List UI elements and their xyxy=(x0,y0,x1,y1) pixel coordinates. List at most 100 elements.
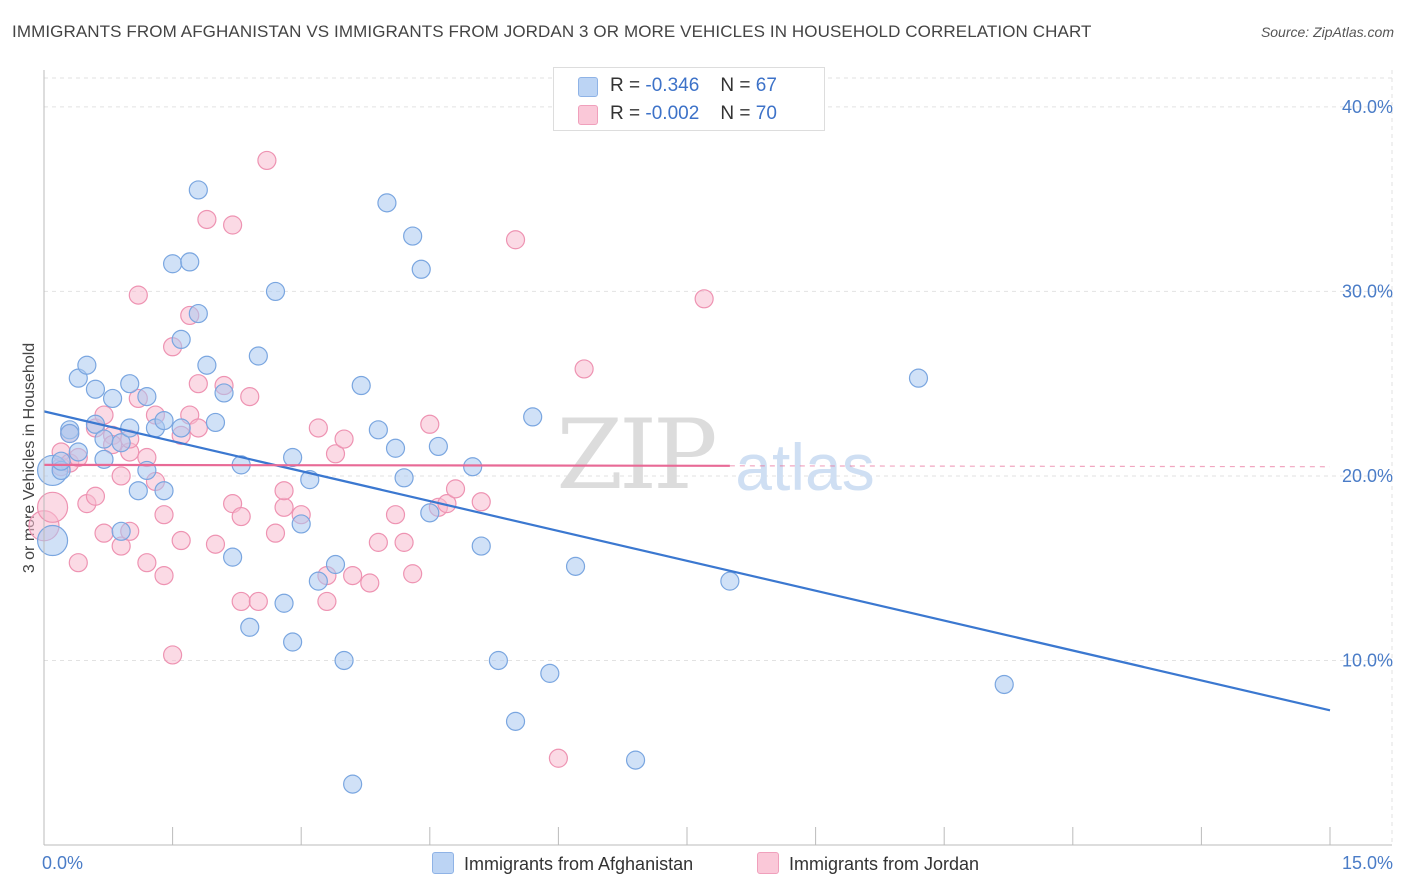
jordan-point xyxy=(137,553,157,573)
afghanistan-point xyxy=(223,547,243,567)
afghanistan-point xyxy=(248,346,268,366)
afghanistan-point xyxy=(68,442,88,462)
afghanistan-point xyxy=(163,254,183,274)
y-tick-label: 20.0% xyxy=(1342,466,1393,486)
legend-r-value-jordan: -0.002 xyxy=(645,103,700,124)
jordan-point xyxy=(368,532,388,552)
jordan-point xyxy=(231,506,251,527)
afghanistan-point xyxy=(120,374,140,394)
jordan-point xyxy=(188,418,208,438)
afghanistan-point xyxy=(171,418,191,438)
afghanistan-point xyxy=(565,556,586,576)
afghanistan-point xyxy=(377,193,397,213)
afghanistan-point xyxy=(85,379,106,399)
chart-title: IMMIGRANTS FROM AFGHANISTAN VS IMMIGRANT… xyxy=(12,22,1092,41)
x-tick-label-right: 15.0% xyxy=(1342,853,1393,873)
jordan-point xyxy=(385,505,406,525)
jordan-point xyxy=(128,285,148,305)
afghanistan-point xyxy=(240,617,260,637)
watermark: ZIP atlas xyxy=(556,399,874,511)
jordan-point xyxy=(694,289,714,309)
jordan-point xyxy=(197,209,217,230)
afghanistan-point xyxy=(411,259,431,279)
legend-row-jordan: R = -0.002 N = 70 xyxy=(554,101,824,127)
legend-r-label: R = xyxy=(610,103,641,124)
legend-row-afghanistan: R = -0.346 N = 67 xyxy=(554,73,824,99)
afghanistan-point xyxy=(291,514,311,534)
jordan-point xyxy=(574,359,594,379)
legend-n-label: N = xyxy=(720,75,751,96)
afghanistan-point xyxy=(77,355,97,375)
afghanistan-point xyxy=(505,711,526,731)
correlation-legend: R = -0.346 N = 67 R = -0.002 N = 70 xyxy=(553,67,825,131)
legend-text-afghanistan: R = -0.346 N = 67 xyxy=(610,75,777,97)
afghanistan-point xyxy=(368,420,388,440)
jordan-point xyxy=(274,481,294,501)
jordan-point xyxy=(36,491,69,523)
afghanistan-point xyxy=(205,412,226,433)
legend-n-value-jordan: 70 xyxy=(755,103,777,124)
jordan-point xyxy=(334,429,354,449)
jordan-point xyxy=(403,564,423,584)
afghanistan-point xyxy=(403,226,423,246)
jordan-point xyxy=(240,387,260,407)
afghanistan-point xyxy=(308,571,328,591)
afghanistan-point xyxy=(274,593,294,613)
afghanistan-point xyxy=(351,375,371,396)
jordan-point xyxy=(308,418,328,438)
afghanistan-point xyxy=(325,554,346,575)
bottom-legend-swatch-jordan xyxy=(757,852,779,874)
afghanistan-point xyxy=(265,281,286,302)
afghanistan-point xyxy=(111,521,131,541)
afghanistan-point xyxy=(488,650,508,671)
jordan-point xyxy=(248,591,268,612)
jordan-point xyxy=(505,230,526,250)
trend-layer xyxy=(43,410,1331,712)
jordan-point xyxy=(154,505,174,525)
jordan-point xyxy=(205,534,226,554)
legend-n-label: N = xyxy=(720,103,751,124)
afghanistan-point xyxy=(523,407,543,427)
afghanistan-point xyxy=(188,303,208,324)
y-tick-label: 40.0% xyxy=(1342,97,1393,117)
legend-r-label: R = xyxy=(610,75,641,96)
jordan-point xyxy=(420,414,440,434)
jordan-point xyxy=(111,466,131,486)
afghanistan-point xyxy=(463,457,483,477)
afghanistan-point xyxy=(908,368,929,388)
bottom-legend-label-afghanistan: Immigrants from Afghanistan xyxy=(464,854,694,874)
afghanistan-point xyxy=(420,503,440,523)
x-tick-label-left: 0.0% xyxy=(42,853,83,873)
watermark-atlas: atlas xyxy=(735,430,874,504)
afghanistan-point xyxy=(540,663,560,683)
jordan-point xyxy=(68,553,88,573)
afghanistan-point xyxy=(471,536,491,556)
jordan-point xyxy=(257,150,277,171)
chart-source: Source: ZipAtlas.com xyxy=(1260,24,1394,40)
afghanistan-point xyxy=(111,433,131,453)
afghanistan-point xyxy=(428,436,448,457)
afghanistan-point xyxy=(394,468,414,488)
jordan-point xyxy=(394,532,414,552)
jordan-point xyxy=(231,591,251,612)
jordan-point xyxy=(343,565,363,586)
bottom-legend-swatch-afghanistan xyxy=(432,852,454,874)
afghanistan-point xyxy=(137,387,157,407)
jordan-point xyxy=(163,645,183,665)
afghanistan-point xyxy=(94,449,114,469)
afghanistan-point xyxy=(720,571,740,591)
afghanistan-point xyxy=(180,252,200,272)
bottom-legend-jordan: Immigrants from Jordan xyxy=(757,852,979,875)
bottom-legend-label-jordan: Immigrants from Jordan xyxy=(789,854,980,874)
afghanistan-point xyxy=(197,355,217,375)
trend-line-afghanistan xyxy=(43,410,1331,712)
jordan-point xyxy=(188,374,208,394)
legend-swatch-afghanistan xyxy=(578,77,598,97)
legend-r-value-afghanistan: -0.346 xyxy=(645,75,700,96)
jordan-point xyxy=(265,523,286,543)
points-layer xyxy=(28,150,1014,794)
afghanistan-point xyxy=(625,750,646,770)
y-tick-label: 30.0% xyxy=(1342,281,1393,301)
legend-n-value-afghanistan: 67 xyxy=(755,75,777,96)
jordan-point xyxy=(317,591,337,612)
